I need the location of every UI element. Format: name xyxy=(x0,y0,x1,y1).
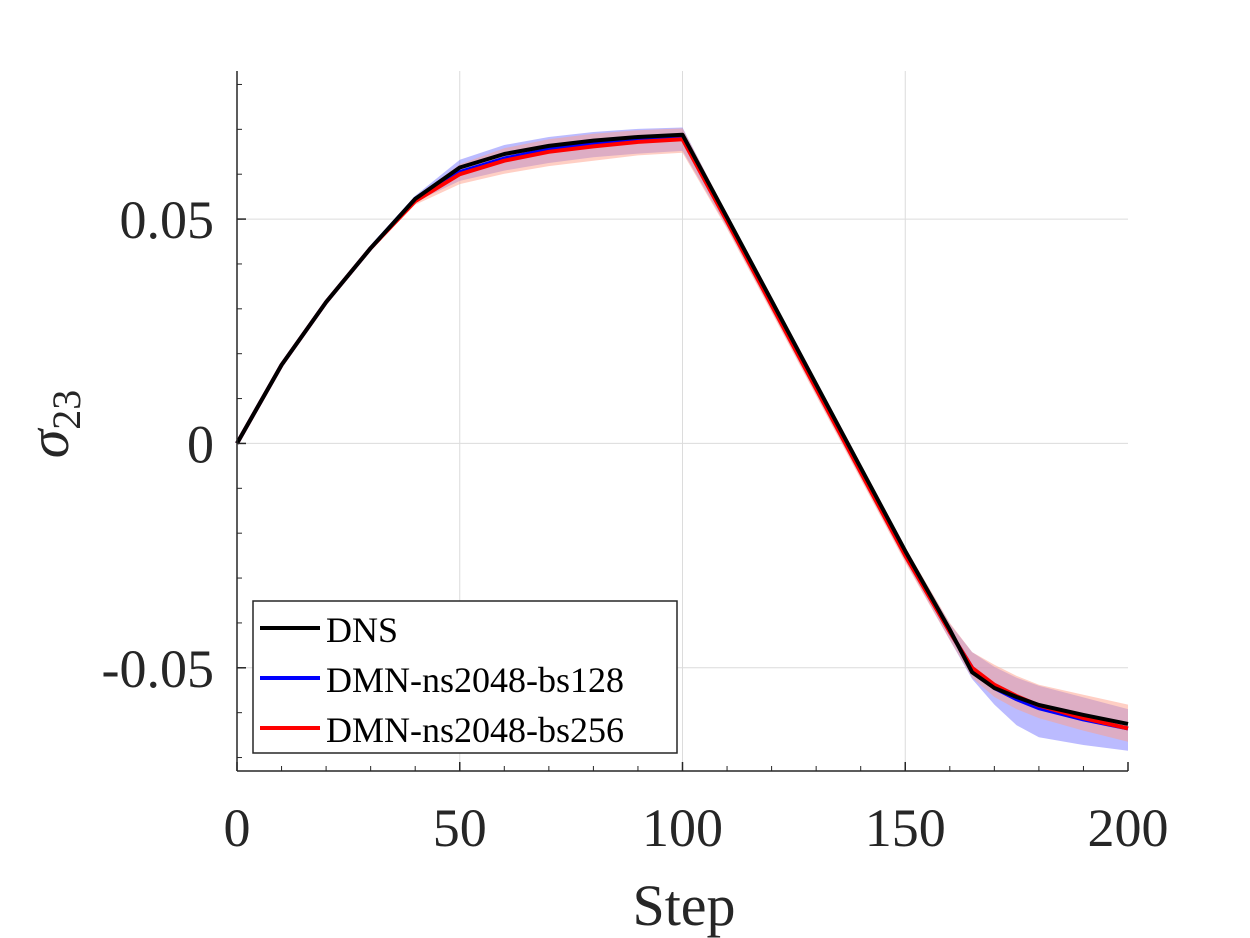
y-tick-label-0: -0.05 xyxy=(102,639,214,699)
x-tick-label-4: 200 xyxy=(1088,798,1169,858)
y-axis-label-subscript: 23 xyxy=(44,390,89,430)
legend-label-2: DMN-ns2048-bs256 xyxy=(326,710,624,750)
x-tick-label-2: 100 xyxy=(642,798,723,858)
legend-label-1: DMN-ns2048-bs128 xyxy=(326,660,624,700)
y-tick-label-1: 0 xyxy=(187,414,214,474)
legend-box xyxy=(252,600,678,754)
x-tick-label-0: 0 xyxy=(224,798,251,858)
series-lines xyxy=(235,132,1129,731)
x-axis-label: Step xyxy=(632,873,735,938)
axes xyxy=(236,71,1129,772)
y-axis-label: σ23 xyxy=(16,390,89,459)
legend: DNS DMN-ns2048-bs128 DMN-ns2048-bs256 xyxy=(252,600,678,754)
uncertainty-bands xyxy=(237,127,1128,751)
y-axis-label-symbol: σ xyxy=(16,427,81,458)
x-tick-label-1: 50 xyxy=(433,798,487,858)
y-tick-label-2: 0.05 xyxy=(120,190,215,250)
series-line-0 xyxy=(235,132,1129,726)
x-tick-label-3: 150 xyxy=(865,798,946,858)
tick-labels: 0 50 100 150 200 -0.05 0 0.05 xyxy=(102,190,1169,858)
legend-label-0: DNS xyxy=(326,610,398,650)
